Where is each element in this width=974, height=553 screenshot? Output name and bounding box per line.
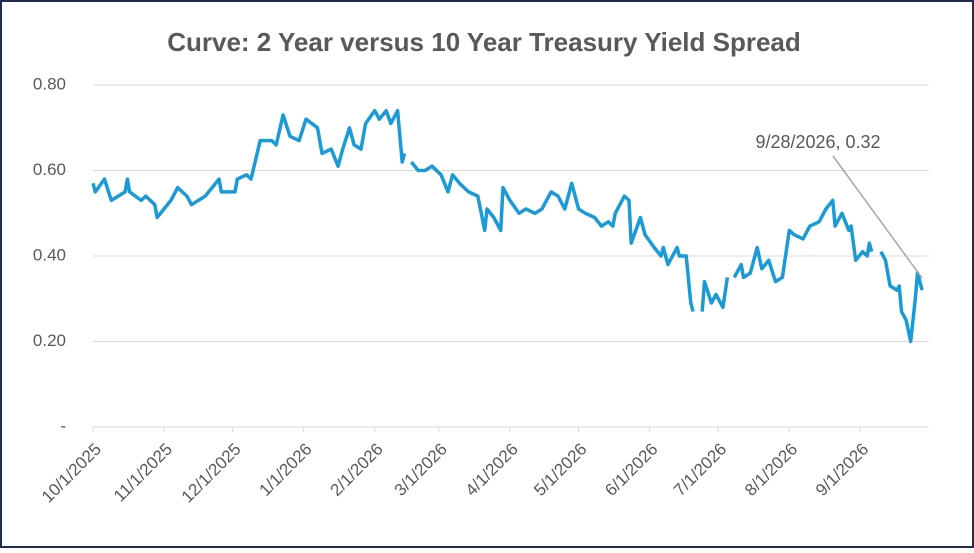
series-line: [700, 277, 730, 312]
chart-title: Curve: 2 Year versus 10 Year Treasury Yi…: [167, 27, 801, 57]
y-tick-label: -: [60, 416, 66, 435]
y-tick-label: 0.20: [33, 331, 66, 350]
annotation: 9/28/2026, 0.32: [755, 132, 880, 152]
series-line: [91, 108, 407, 220]
grid: [92, 84, 929, 432]
annotation-leader: [832, 155, 923, 279]
y-tick-label: 0.40: [33, 245, 66, 264]
marks: [91, 108, 924, 344]
y-tick-label: 0.80: [33, 74, 66, 93]
series-line: [879, 250, 924, 344]
y-tick-label: 0.60: [33, 160, 66, 179]
series-line: [732, 198, 874, 284]
series-line: [410, 160, 695, 313]
